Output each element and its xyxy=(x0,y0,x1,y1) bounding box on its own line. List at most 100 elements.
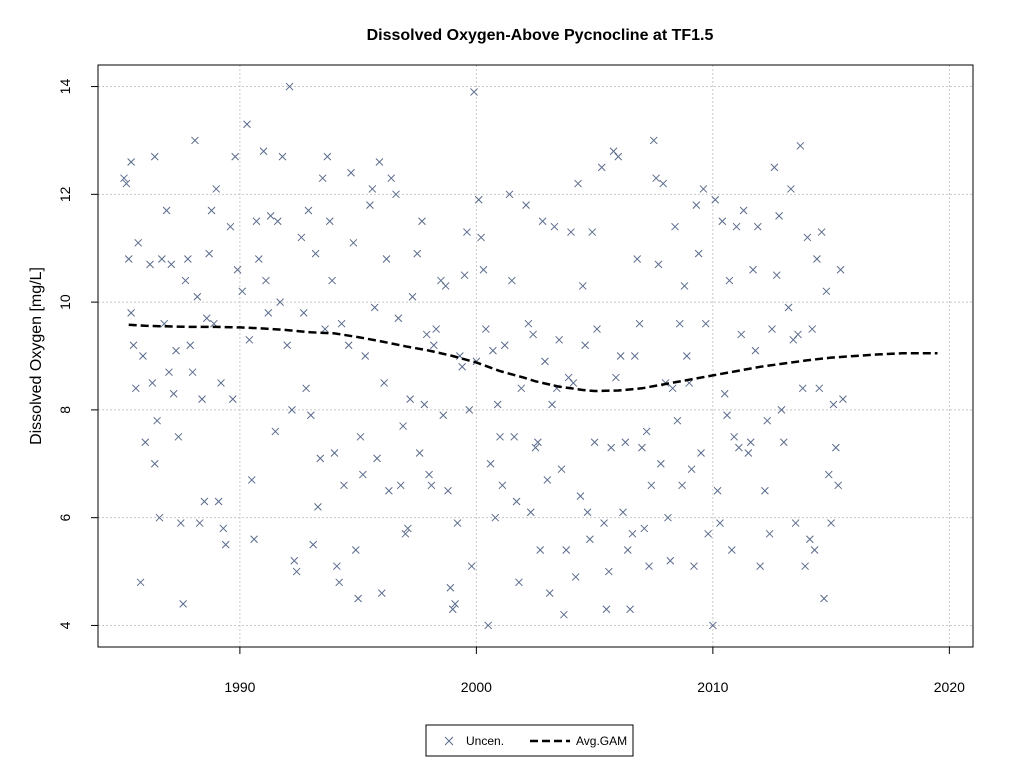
data-point xyxy=(451,600,459,608)
data-point xyxy=(231,152,240,161)
data-point xyxy=(259,147,268,156)
y-axis: 4 6 8 10 12 14 xyxy=(57,79,99,629)
data-point xyxy=(181,276,190,285)
data-point xyxy=(777,406,786,414)
data-point xyxy=(120,174,128,183)
data-point xyxy=(193,292,202,301)
data-point xyxy=(202,314,211,323)
data-point xyxy=(321,325,329,333)
data-point xyxy=(325,217,334,226)
data-point xyxy=(344,341,353,350)
data-point xyxy=(526,508,535,517)
data-point xyxy=(813,255,821,263)
data-point xyxy=(290,556,299,565)
data-point xyxy=(304,206,313,215)
data-point xyxy=(574,179,582,188)
data-point xyxy=(798,384,807,393)
data-point xyxy=(711,195,720,204)
data-point xyxy=(129,341,138,350)
data-point xyxy=(531,443,540,452)
data-point xyxy=(666,556,675,565)
data-point xyxy=(817,228,826,236)
data-point xyxy=(377,589,386,597)
grid xyxy=(98,65,973,647)
data-point xyxy=(306,411,315,420)
data-point xyxy=(373,454,381,463)
data-point xyxy=(408,292,417,301)
data-point xyxy=(560,610,568,619)
y-tick-label: 6 xyxy=(57,514,73,522)
data-point xyxy=(751,346,760,355)
data-point xyxy=(217,379,225,387)
data-point xyxy=(701,319,710,328)
data-point xyxy=(271,427,280,436)
data-point xyxy=(479,265,488,274)
x-tick-label: 2010 xyxy=(697,679,728,695)
legend-item-gam: Avg.GAM xyxy=(530,734,627,748)
data-point xyxy=(302,384,310,393)
data-point xyxy=(470,88,478,96)
data-point xyxy=(491,513,500,522)
data-point xyxy=(184,255,192,263)
data-point xyxy=(493,400,502,409)
data-point xyxy=(590,438,599,447)
data-point xyxy=(380,379,389,387)
data-point xyxy=(392,190,400,199)
data-point xyxy=(207,206,216,215)
data-point xyxy=(489,346,497,355)
legend-label-gam: Avg.GAM xyxy=(576,734,627,748)
data-point xyxy=(652,174,660,183)
data-point xyxy=(768,325,776,333)
data-point xyxy=(157,255,166,263)
data-point xyxy=(441,282,450,290)
data-point xyxy=(332,562,341,571)
data-point xyxy=(349,238,358,247)
data-point xyxy=(446,583,455,592)
data-point xyxy=(557,465,566,474)
data-point xyxy=(335,578,344,587)
data-point xyxy=(787,185,795,193)
data-point xyxy=(486,459,495,468)
data-point xyxy=(569,379,578,387)
data-point xyxy=(356,432,365,441)
data-point xyxy=(808,325,817,333)
data-point xyxy=(744,449,753,457)
data-point xyxy=(668,384,677,393)
data-point xyxy=(697,449,705,457)
data-point xyxy=(626,605,634,614)
data-point xyxy=(330,449,339,457)
data-point xyxy=(543,476,552,484)
data-point xyxy=(245,335,254,344)
data-point xyxy=(148,379,157,387)
data-point xyxy=(723,411,731,420)
data-point xyxy=(699,185,708,193)
data-point xyxy=(444,486,452,495)
data-point xyxy=(649,136,658,145)
data-point xyxy=(562,546,571,554)
data-point xyxy=(481,325,490,333)
data-point xyxy=(576,492,585,500)
data-point xyxy=(779,438,788,447)
x-tick-label: 2000 xyxy=(461,679,492,695)
data-point xyxy=(250,535,258,544)
data-point xyxy=(311,249,320,258)
data-point xyxy=(555,335,564,344)
data-point xyxy=(829,400,838,409)
data-point xyxy=(803,233,812,242)
data-point xyxy=(725,276,734,285)
data-point xyxy=(477,233,485,242)
data-point xyxy=(155,513,164,522)
data-point xyxy=(323,152,332,161)
data-point xyxy=(361,352,370,360)
data-point xyxy=(588,228,597,236)
y-tick-label: 4 xyxy=(57,621,73,629)
data-point xyxy=(600,519,608,527)
data-point xyxy=(827,519,835,527)
data-point xyxy=(581,341,590,350)
data-point xyxy=(791,519,800,527)
data-point xyxy=(198,395,206,403)
data-point xyxy=(200,497,209,506)
data-point xyxy=(628,529,637,538)
data-point xyxy=(739,206,748,215)
